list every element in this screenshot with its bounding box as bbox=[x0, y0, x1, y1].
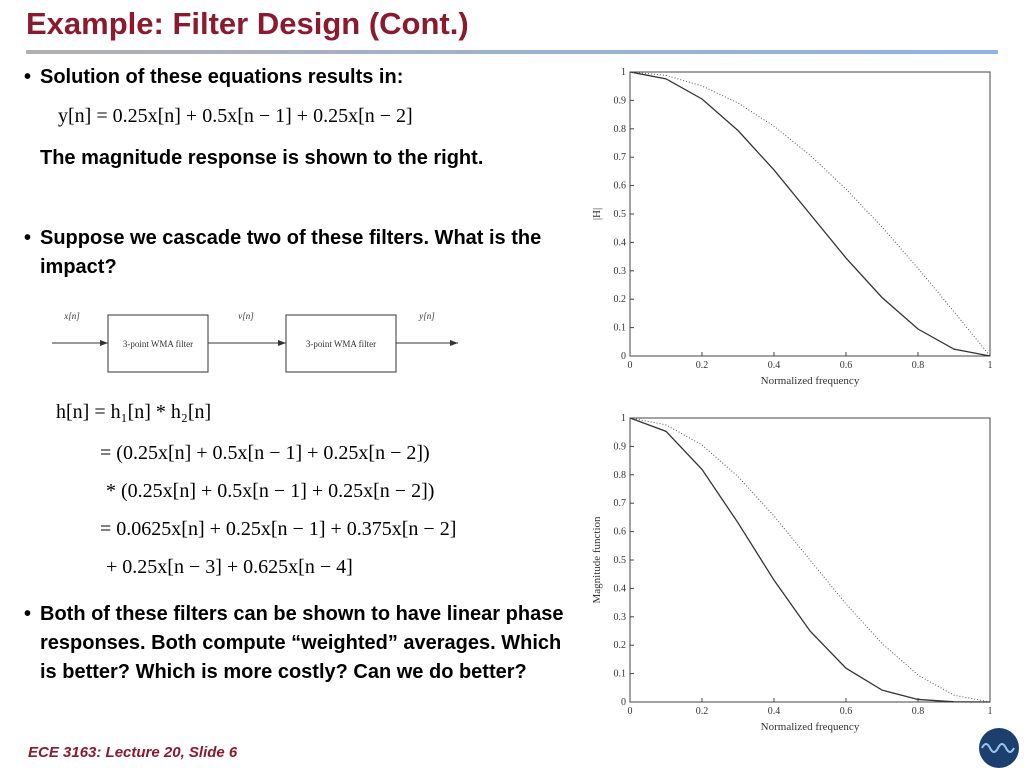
y-tick-label: 0.7 bbox=[614, 152, 627, 163]
y-axis-label: |H| bbox=[591, 208, 603, 220]
x-tick-label: 0 bbox=[628, 360, 633, 371]
y-tick-label: 0.9 bbox=[614, 95, 627, 106]
y-tick-label: 0.9 bbox=[614, 441, 627, 452]
signal-label: y[n] bbox=[418, 311, 435, 321]
x-tick-label: 0.6 bbox=[840, 706, 853, 717]
bullet: • Solution of these equations results in: bbox=[24, 63, 565, 92]
bullet-text: Suppose we cascade two of these filters.… bbox=[40, 227, 542, 278]
y-tick-label: 0.3 bbox=[614, 612, 627, 623]
title: Example: Filter Design (Cont.) bbox=[26, 6, 469, 41]
x-tick-label: 0 bbox=[628, 706, 633, 717]
curve bbox=[629, 417, 991, 703]
y-tick-label: 0 bbox=[621, 351, 626, 362]
y-tick-label: 0.6 bbox=[614, 181, 627, 192]
y-tick-label: 0.1 bbox=[614, 669, 627, 680]
equation: y[n] = 0.25x[n] + 0.5x[n − 1] + 0.25x[n … bbox=[58, 105, 413, 127]
block-diagram: x[n] v[n] y[n] 3-point WMA filter 3-poin… bbox=[52, 311, 458, 373]
y-tick-label: 0.8 bbox=[614, 124, 627, 135]
y-tick-label: 0.3 bbox=[614, 266, 627, 277]
x-tick-label: 0.6 bbox=[840, 360, 853, 371]
y-tick-label: 0.5 bbox=[614, 555, 627, 566]
footer: ECE 3163: Lecture 20, Slide 6 bbox=[28, 744, 238, 761]
y-tick-label: 0.1 bbox=[614, 323, 627, 334]
block bbox=[285, 314, 397, 373]
signal-label: v[n] bbox=[238, 311, 254, 321]
title-rule bbox=[26, 50, 998, 54]
y-tick-label: 0.4 bbox=[614, 583, 627, 594]
x-tick-label: 0.4 bbox=[768, 360, 781, 371]
x-tick-label: 1 bbox=[988, 706, 993, 717]
bullet-dot: • bbox=[24, 227, 32, 249]
bullet: • Suppose we cascade two of these filters… bbox=[24, 224, 565, 282]
x-tick-label: 0.2 bbox=[696, 706, 709, 717]
bullet-text: Both of these filters can be shown to ha… bbox=[40, 603, 564, 683]
y-tick-label: 1 bbox=[621, 67, 626, 78]
x-tick-label: 0.8 bbox=[912, 706, 925, 717]
plot-frame bbox=[629, 417, 991, 703]
signal-label: x[n] bbox=[63, 311, 80, 321]
y-tick-label: 0.8 bbox=[614, 470, 627, 481]
x-axis-label: Normalized frequency bbox=[761, 375, 860, 387]
bullet-text: Solution of these equations results in: bbox=[40, 66, 404, 88]
x-tick-label: 0.8 bbox=[912, 360, 925, 371]
y-tick-label: 0.2 bbox=[614, 294, 627, 305]
x-axis-label: Normalized frequency bbox=[761, 721, 860, 733]
chart: 0 0.1 0.2 0.3 0.4 0.5 0.6 0.7 0.8 0.9 1 0 0.2 0.4 0.6 0… bbox=[591, 413, 993, 733]
block bbox=[107, 314, 209, 373]
x-tick-label: 0.2 bbox=[696, 360, 709, 371]
y-axis-label: Magnitude function bbox=[591, 516, 603, 604]
block-label: 3-point WMA filter bbox=[123, 339, 193, 349]
curve bbox=[629, 71, 991, 357]
y-tick-label: 0.2 bbox=[614, 640, 627, 651]
equation: h[n] = h₁[n] * h₂[n] bbox=[56, 401, 212, 423]
curve bbox=[629, 417, 991, 703]
equation: = 0.0625x[n] + 0.25x[n − 1] + 0.375x[n −… bbox=[100, 518, 457, 540]
bullet-dot: • bbox=[24, 66, 32, 88]
y-tick-label: 0.6 bbox=[614, 527, 627, 538]
x-tick-label: 0.4 bbox=[768, 706, 781, 717]
block-label: 3-point WMA filter bbox=[306, 339, 376, 349]
equation: * (0.25x[n] + 0.5x[n − 1] + 0.25x[n − 2]… bbox=[106, 480, 435, 502]
chart: 0 0.1 0.2 0.3 0.4 0.5 0.6 0.7 0.8 0.9 1 0 0.2 0.4 0.6 0… bbox=[591, 67, 993, 387]
bullet: • Both of these filters can be shown to h… bbox=[24, 600, 570, 687]
paragraph: The magnitude response is shown to the r… bbox=[40, 147, 484, 169]
y-tick-label: 0.7 bbox=[614, 498, 627, 509]
equation: + 0.25x[n − 3] + 0.625x[n − 4] bbox=[106, 556, 353, 578]
x-tick-label: 1 bbox=[988, 360, 993, 371]
bullet-dot: • bbox=[24, 603, 32, 625]
y-tick-label: 1 bbox=[621, 413, 626, 424]
y-tick-label: 0 bbox=[621, 697, 626, 708]
y-tick-label: 0.5 bbox=[614, 209, 627, 220]
logo bbox=[979, 728, 1019, 768]
y-tick-label: 0.4 bbox=[614, 237, 627, 248]
equation: = (0.25x[n] + 0.5x[n − 1] + 0.25x[n − 2]… bbox=[100, 442, 430, 464]
